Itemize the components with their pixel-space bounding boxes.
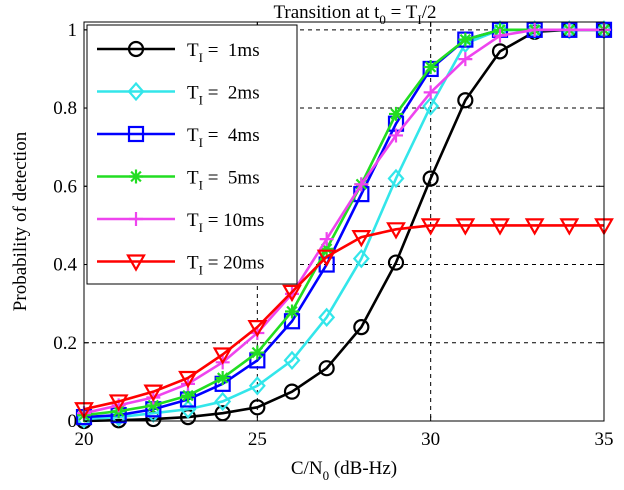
legend-entry-0: TI = 1ms [97, 40, 260, 65]
data-point [493, 28, 507, 43]
data-point [354, 177, 369, 192]
legend-entry-2: TI = 4ms [97, 125, 260, 150]
data-point [352, 248, 370, 269]
data-point [457, 92, 474, 109]
x-tick-label: 20 [75, 429, 94, 450]
plot-frame [83, 21, 605, 422]
data-point [318, 307, 336, 328]
legend-marker [129, 169, 143, 184]
data-point [491, 43, 509, 60]
legend-label: TI = 5ms [187, 168, 260, 193]
data-point [247, 320, 268, 338]
series-line [83, 28, 604, 415]
data-point [455, 218, 476, 236]
data-point [108, 394, 129, 412]
data-point [422, 96, 440, 116]
title-text: Transition at t [273, 2, 380, 23]
y-tick-label: 0.8 [53, 98, 77, 119]
data-point [316, 249, 337, 267]
title-tail: /2 [422, 2, 437, 23]
legend-box [86, 24, 298, 285]
x-tick-label: 35 [595, 429, 614, 450]
series-0 [75, 21, 613, 430]
x-tick-label: 25 [248, 429, 267, 450]
legend-label: TI = 4ms [187, 125, 260, 150]
data-point [527, 22, 542, 37]
ticks: 20 25 30 35 0 0.2 0.4 0.6 0.8 1 [53, 20, 613, 450]
y-tick-label: 0 [68, 411, 78, 432]
data-point [524, 218, 545, 236]
legend-label: TI = 10ms [187, 210, 264, 235]
data-point [458, 32, 473, 47]
data-point [214, 405, 231, 422]
data-point [456, 33, 474, 54]
data-point [423, 59, 438, 74]
data-point [387, 254, 405, 271]
data-point [387, 168, 405, 189]
legend-label: TI = 1ms [187, 40, 260, 65]
data-point [458, 52, 473, 67]
x-tick-label: 30 [421, 429, 440, 450]
data-point [490, 218, 510, 236]
data-point [353, 319, 370, 336]
data-point [215, 370, 230, 385]
legend: TI = 1ms TI = 2ms TI = 4ms TI = 5ms TI = 10m… [86, 24, 298, 285]
data-point [423, 85, 438, 100]
legend-marker [127, 125, 145, 143]
y-axis-label: Probability of detection [10, 131, 31, 311]
data-point [559, 218, 580, 236]
data-point [422, 170, 439, 187]
title-sub2: I [417, 12, 421, 27]
data-point [250, 345, 265, 360]
data-point [146, 398, 161, 413]
data-point [285, 304, 299, 319]
series-line [83, 224, 604, 411]
xlabel-pre: C/N [291, 458, 323, 479]
title-mid: = T [386, 2, 418, 23]
legend-entry-4: TI = 10ms [97, 210, 264, 235]
legend-marker [127, 40, 145, 58]
y-tick-label: 1 [68, 20, 78, 41]
y-tick-label: 0.4 [53, 255, 77, 276]
legend-entry-1: TI = 2ms [97, 81, 260, 108]
data-point [283, 383, 301, 400]
data-point [212, 347, 233, 365]
y-tick-label: 0.2 [53, 333, 77, 354]
title-sub1: 0 [379, 12, 386, 27]
series-5 [74, 218, 614, 420]
data-point [389, 128, 403, 143]
data-point [248, 376, 266, 396]
data-point [214, 391, 232, 412]
data-point [143, 384, 164, 402]
x-axis-label: C/N0 (dB-Hz) [291, 458, 397, 483]
data-point [282, 284, 302, 303]
chart-title: Transition at t0 = TI/2 [273, 2, 436, 27]
data-point [319, 232, 334, 247]
data-point [181, 388, 195, 403]
data-point [420, 218, 441, 236]
y-tick-label: 0.6 [53, 176, 77, 197]
legend-marker [126, 254, 146, 272]
series-line [83, 28, 604, 417]
legend-marker [127, 81, 145, 102]
legend-entry-3: TI = 5ms [97, 168, 260, 193]
legend-label: TI = 2ms [187, 83, 260, 108]
data-point [178, 370, 198, 389]
legend-label: TI = 20ms [187, 253, 264, 278]
data-point [319, 241, 334, 256]
data-point [386, 222, 406, 240]
xlabel-post: (dB-Hz) [329, 458, 397, 479]
data-point [318, 360, 335, 377]
data-point [249, 399, 266, 416]
data-point [389, 106, 403, 121]
legend-entry-5: TI = 20ms [97, 253, 264, 278]
series-line [83, 28, 604, 423]
data-point [351, 230, 372, 248]
legend-marker [129, 212, 143, 226]
data-point [283, 350, 301, 371]
data-point [562, 22, 577, 37]
xlabel-sub: 0 [323, 468, 330, 483]
